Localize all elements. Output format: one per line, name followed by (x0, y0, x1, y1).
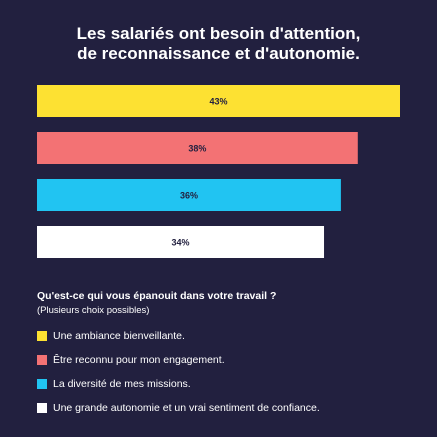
bar (37, 226, 325, 258)
legend-item: Une ambiance bienveillante. (37, 324, 320, 348)
legend-swatch (37, 379, 47, 389)
legend: Une ambiance bienveillante. Être reconnu… (37, 324, 320, 420)
question-note: (Plusieurs choix possibles) (37, 305, 150, 316)
chart-title-line-2: de reconnaissance et d'autonomie. (77, 44, 360, 63)
bar (37, 132, 358, 164)
legend-item: Être reconnu pour mon engagement. (37, 348, 320, 372)
legend-label: Une grande autonomie et un vrai sentimen… (53, 402, 320, 414)
legend-label: Une ambiance bienveillante. (53, 330, 185, 342)
legend-swatch (37, 331, 47, 341)
legend-swatch (37, 403, 47, 413)
bar-value-label: 38% (188, 144, 206, 154)
bar (37, 179, 341, 211)
legend-item: La diversité de mes missions. (37, 372, 320, 396)
bar-value-label: 34% (172, 238, 190, 248)
bar (37, 85, 400, 117)
bar-value-label: 43% (209, 97, 227, 107)
legend-item: Une grande autonomie et un vrai sentimen… (37, 396, 320, 420)
chart-title-line-1: Les salariés ont besoin d'attention, (76, 24, 361, 43)
legend-label: La diversité de mes missions. (53, 378, 191, 390)
question-text: Qu'est-ce qui vous épanouit dans votre t… (37, 290, 277, 302)
chart-title: Les salariés ont besoin d'attention, de … (0, 24, 437, 64)
legend-swatch (37, 355, 47, 365)
bar-value-label: 36% (180, 191, 198, 201)
legend-label: Être reconnu pour mon engagement. (53, 354, 225, 366)
